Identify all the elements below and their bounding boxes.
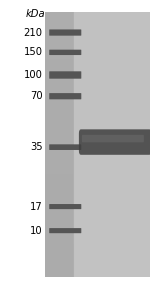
Text: 150: 150: [24, 47, 43, 57]
FancyBboxPatch shape: [49, 29, 81, 36]
FancyBboxPatch shape: [49, 228, 81, 233]
Text: 100: 100: [24, 70, 43, 80]
Text: 10: 10: [30, 226, 43, 236]
Text: kDa: kDa: [25, 9, 45, 19]
FancyBboxPatch shape: [49, 93, 81, 99]
FancyBboxPatch shape: [49, 50, 81, 55]
FancyBboxPatch shape: [49, 144, 81, 150]
FancyBboxPatch shape: [79, 129, 150, 155]
FancyBboxPatch shape: [49, 71, 81, 79]
FancyBboxPatch shape: [49, 204, 81, 209]
FancyBboxPatch shape: [82, 135, 144, 142]
Text: 35: 35: [30, 142, 43, 152]
Text: 17: 17: [30, 201, 43, 212]
Text: 70: 70: [30, 91, 43, 101]
Text: 210: 210: [24, 27, 43, 38]
